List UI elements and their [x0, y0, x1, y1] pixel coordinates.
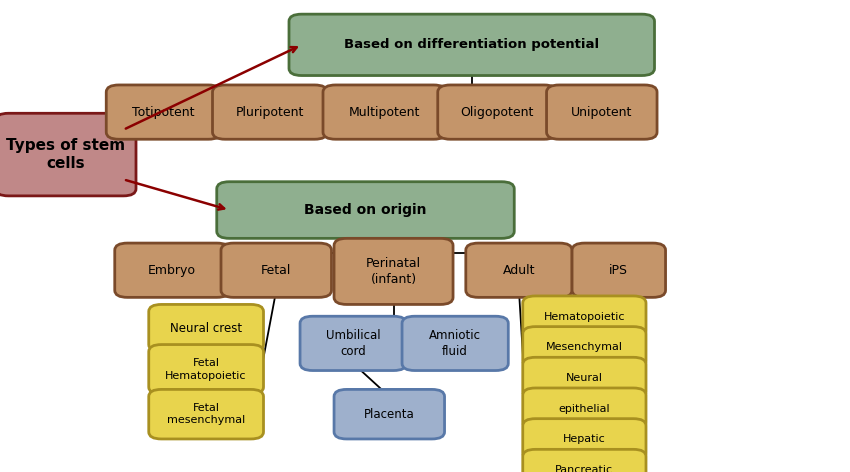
- FancyBboxPatch shape: [523, 449, 646, 472]
- Text: Oligopotent: Oligopotent: [461, 106, 534, 118]
- Text: Multipotent: Multipotent: [349, 106, 420, 118]
- FancyBboxPatch shape: [221, 243, 332, 297]
- FancyBboxPatch shape: [523, 296, 646, 337]
- Text: Adult: Adult: [502, 264, 536, 277]
- Text: Amniotic
fluid: Amniotic fluid: [429, 329, 481, 358]
- Text: Umbilical
cord: Umbilical cord: [326, 329, 381, 358]
- FancyBboxPatch shape: [466, 243, 572, 297]
- Text: Embryo: Embryo: [148, 264, 196, 277]
- Text: Fetal
mesenchymal: Fetal mesenchymal: [167, 403, 246, 425]
- Text: Fetal
Hematopoietic: Fetal Hematopoietic: [166, 358, 246, 380]
- FancyBboxPatch shape: [106, 85, 221, 139]
- FancyBboxPatch shape: [523, 419, 646, 460]
- FancyBboxPatch shape: [572, 243, 666, 297]
- Text: Pluripotent: Pluripotent: [235, 106, 304, 118]
- FancyBboxPatch shape: [334, 389, 445, 439]
- FancyBboxPatch shape: [402, 316, 508, 371]
- FancyBboxPatch shape: [523, 357, 646, 399]
- Text: iPS: iPS: [609, 264, 628, 277]
- FancyBboxPatch shape: [523, 327, 646, 368]
- Text: Placenta: Placenta: [364, 408, 415, 421]
- Text: Neural: Neural: [566, 373, 603, 383]
- Text: Mesenchymal: Mesenchymal: [546, 342, 623, 353]
- FancyBboxPatch shape: [523, 388, 646, 430]
- Text: Neural crest: Neural crest: [170, 321, 242, 335]
- FancyBboxPatch shape: [149, 389, 264, 439]
- Text: epithelial: epithelial: [558, 404, 610, 414]
- Text: Perinatal
(infant): Perinatal (infant): [366, 257, 421, 286]
- FancyBboxPatch shape: [115, 243, 230, 297]
- FancyBboxPatch shape: [212, 85, 327, 139]
- FancyBboxPatch shape: [334, 238, 453, 304]
- FancyBboxPatch shape: [547, 85, 657, 139]
- FancyBboxPatch shape: [0, 113, 136, 196]
- FancyBboxPatch shape: [149, 304, 264, 352]
- FancyBboxPatch shape: [217, 182, 514, 238]
- Text: Totipotent: Totipotent: [133, 106, 195, 118]
- FancyBboxPatch shape: [300, 316, 406, 371]
- FancyBboxPatch shape: [289, 14, 654, 76]
- Text: Based on differentiation potential: Based on differentiation potential: [344, 38, 599, 51]
- Text: Hepatic: Hepatic: [563, 434, 606, 445]
- FancyBboxPatch shape: [323, 85, 446, 139]
- Text: Pancreatic: Pancreatic: [555, 465, 614, 472]
- Text: Hematopoietic: Hematopoietic: [544, 312, 625, 322]
- Text: Fetal: Fetal: [261, 264, 292, 277]
- Text: Types of stem
cells: Types of stem cells: [6, 138, 126, 171]
- FancyBboxPatch shape: [438, 85, 557, 139]
- Text: Based on origin: Based on origin: [304, 203, 427, 217]
- FancyBboxPatch shape: [149, 345, 264, 394]
- Text: Unipotent: Unipotent: [571, 106, 632, 118]
